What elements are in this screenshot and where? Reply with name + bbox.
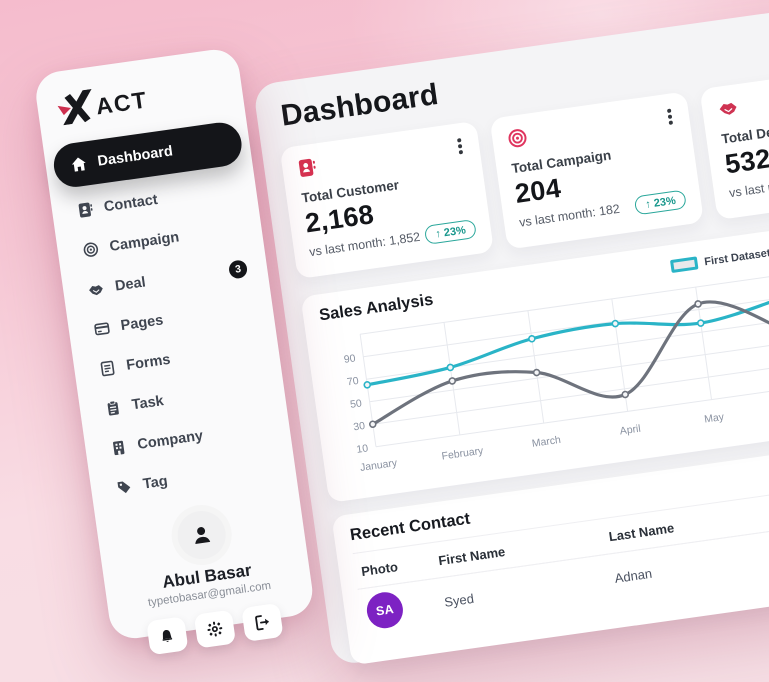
sidebar-item-label: Forms <box>125 351 172 374</box>
tilted-scene: ACT Dashboard Contact <box>33 0 769 682</box>
sidebar-item-dashboard[interactable]: Dashboard <box>51 119 245 190</box>
profile-actions <box>111 598 319 660</box>
svg-text:February: February <box>441 446 485 463</box>
sidebar-item-label: Task <box>130 393 165 414</box>
svg-text:January: January <box>359 458 398 474</box>
sales-analysis-card: Sales Analysis First Dataset Second Data… <box>300 209 769 503</box>
user-profile: Abul Basar typetobasar@gmail.com <box>96 497 318 660</box>
sidebar-item-tag[interactable]: Tag <box>97 445 290 511</box>
person-icon <box>194 527 210 545</box>
deal-handshake-icon <box>716 97 739 120</box>
second-dataset-line <box>371 300 769 426</box>
sidebar-item-company[interactable]: Company <box>91 405 284 471</box>
sidebar-item-label: Contact <box>103 191 159 216</box>
home-icon <box>69 155 88 174</box>
brand-logo: ACT <box>36 66 246 147</box>
sales-chart-svg: 1030507090JanuaryFebruaryMarchAprilMayJu… <box>343 256 769 474</box>
svg-text:May: May <box>704 412 726 426</box>
svg-text:70: 70 <box>346 376 359 389</box>
svg-text:90: 90 <box>343 353 356 366</box>
trend-badge: ↑ 23% <box>634 189 687 216</box>
settings-button[interactable] <box>193 609 236 649</box>
gear-icon <box>206 621 222 637</box>
tag-icon <box>114 478 133 497</box>
contact-icon <box>75 201 94 220</box>
sidebar-item-pages[interactable]: Pages <box>74 286 267 352</box>
campaign-icon <box>81 240 100 259</box>
brand-wordmark: ACT <box>94 86 150 120</box>
stat-card-total-deal: Total Deal 532 vs last month: ↑ 23% <box>699 61 769 221</box>
pages-icon <box>92 319 111 338</box>
sidebar-item-label: Campaign <box>108 229 181 255</box>
task-icon <box>103 399 122 418</box>
brand-x-icon <box>56 88 101 130</box>
sidebar-item-label: Dashboard <box>96 143 174 170</box>
sidebar-item-campaign[interactable]: Campaign <box>63 207 256 273</box>
sidebar-item-contact[interactable]: Contact <box>58 167 251 233</box>
sidebar-item-label: Deal <box>114 274 147 295</box>
logout-icon <box>254 615 269 631</box>
sidebar-item-task[interactable]: Task <box>86 365 279 431</box>
sidebar: ACT Dashboard Contact <box>33 46 316 656</box>
first-dataset-line <box>365 296 769 387</box>
logout-button[interactable] <box>240 602 284 642</box>
notifications-button[interactable] <box>145 616 189 656</box>
sidebar-item-label: Pages <box>119 312 165 335</box>
svg-text:April: April <box>619 424 641 438</box>
sidebar-item-deal[interactable]: Deal 3 <box>69 247 262 313</box>
sidebar-item-label: Tag <box>141 473 169 493</box>
sidebar-item-forms[interactable]: Forms <box>80 326 273 392</box>
avatar[interactable] <box>174 507 229 563</box>
sidebar-nav: Dashboard Contact Campaign <box>43 119 297 512</box>
legend-label: First Dataset <box>703 246 769 268</box>
svg-text:50: 50 <box>350 398 363 411</box>
stat-card-total-customer: Total Customer 2,168 vs last month: 1,85… <box>279 120 495 280</box>
stat-card-total-campaign: Total Campaign 204 vs last month: 182 ↑ … <box>489 91 704 250</box>
campaign-target-icon <box>506 127 529 150</box>
company-icon <box>109 438 128 457</box>
main-panel: Dashboard Total Customer 2,168 vs last m… <box>252 0 769 666</box>
forms-icon <box>97 359 116 378</box>
stat-cards-row: Total Customer 2,168 vs last month: 1,85… <box>279 61 769 280</box>
sales-chart: 1030507090JanuaryFebruaryMarchAprilMayJu… <box>321 249 769 487</box>
legend-swatch-icon <box>669 256 699 274</box>
svg-text:March: March <box>531 435 561 450</box>
bell-icon <box>162 629 173 642</box>
card-menu-kebab-icon[interactable] <box>666 108 672 114</box>
trend-badge: ↑ 23% <box>424 218 477 245</box>
sidebar-item-label: Company <box>136 427 205 453</box>
svg-text:10: 10 <box>356 443 369 456</box>
deal-count-badge: 3 <box>227 259 249 280</box>
chart-legend: First Dataset Second Dataset <box>669 228 769 274</box>
contact-avatar: SA <box>364 589 406 631</box>
customer-card-icon <box>296 156 319 179</box>
deal-icon <box>86 280 105 299</box>
svg-text:30: 30 <box>353 421 366 434</box>
card-menu-kebab-icon[interactable] <box>456 138 462 143</box>
legend-first-dataset[interactable]: First Dataset <box>669 246 769 274</box>
